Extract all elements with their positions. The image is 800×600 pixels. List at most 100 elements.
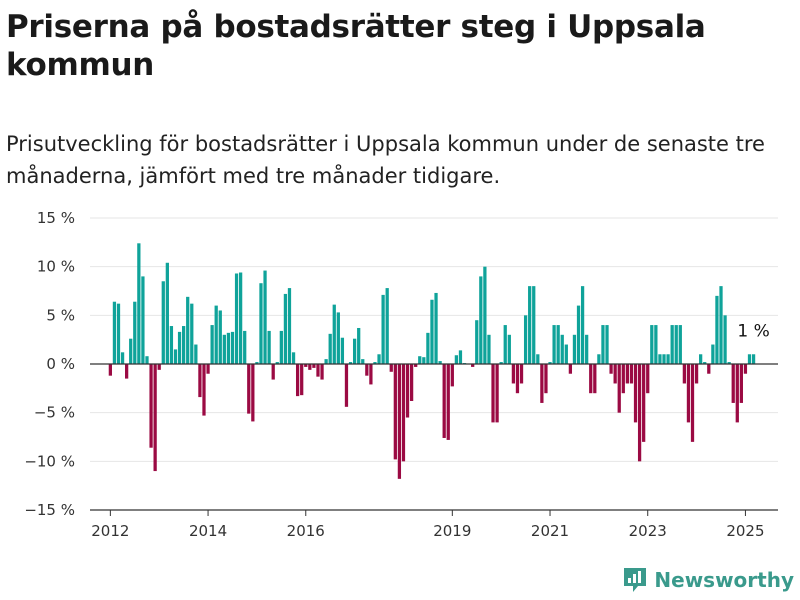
x-tick-label: 2012 (91, 522, 129, 540)
bar (348, 362, 353, 364)
bar (271, 364, 275, 380)
bar (214, 305, 218, 364)
bar (454, 355, 459, 364)
bar (523, 315, 528, 364)
bar (621, 364, 625, 394)
bar (544, 364, 548, 394)
bar (605, 325, 609, 364)
bar (112, 301, 117, 364)
bar (381, 294, 385, 364)
y-tick-label: 5 % (46, 306, 75, 324)
bars (108, 243, 756, 479)
bar (658, 354, 662, 364)
bar (287, 288, 292, 364)
bar (715, 295, 719, 364)
bar (519, 364, 524, 384)
bar (173, 349, 178, 364)
bar (149, 364, 153, 448)
bar (528, 286, 532, 364)
bar (409, 364, 414, 401)
bar (735, 364, 739, 423)
bar (593, 364, 597, 394)
bar (312, 364, 316, 368)
bar (332, 304, 336, 364)
bar (711, 344, 715, 364)
bar (487, 334, 491, 364)
bar (633, 364, 638, 423)
bar (418, 356, 422, 364)
bar (507, 334, 511, 364)
bar (670, 325, 674, 364)
bar (177, 331, 182, 364)
bar (511, 364, 516, 384)
bar (230, 331, 235, 364)
bar (613, 364, 617, 384)
bar (731, 364, 735, 403)
bar (580, 286, 585, 364)
bar (361, 359, 365, 364)
bar (283, 293, 288, 364)
bar (560, 334, 564, 364)
y-tick-label: −15 % (24, 501, 75, 519)
bar (267, 330, 271, 364)
bar (694, 364, 699, 384)
bar (186, 296, 190, 364)
bar (442, 364, 446, 438)
latest-value-annotation: 1 % (737, 321, 769, 341)
bar (133, 301, 137, 364)
bar (438, 361, 442, 364)
bar (239, 272, 243, 364)
bar (161, 281, 165, 364)
bar (483, 266, 487, 364)
bar (153, 364, 157, 472)
x-tick-label: 2021 (531, 522, 569, 540)
bar (540, 364, 544, 403)
newsworthy-logo-icon (624, 568, 647, 592)
bar (405, 364, 410, 418)
bar (536, 354, 540, 364)
bar (458, 350, 463, 364)
y-tick-label: −10 % (24, 452, 75, 470)
bar (686, 364, 691, 423)
bar (218, 310, 222, 364)
bar (320, 364, 324, 380)
bar (585, 334, 589, 364)
bar (255, 362, 259, 364)
bar-chart: −15 %−10 %−5 %0 %5 %10 %15 % 2012 2014 201… (24, 209, 778, 540)
bar (597, 354, 601, 364)
bar (373, 362, 377, 364)
bar (637, 364, 642, 462)
bar (532, 286, 536, 364)
bar (352, 338, 357, 364)
bar (707, 364, 711, 374)
bar (625, 364, 629, 384)
bar (210, 325, 214, 364)
bar (422, 357, 426, 364)
bar (336, 312, 340, 364)
bar (666, 354, 670, 364)
bar (157, 364, 161, 370)
newsworthy-logo-text: Newsworthy (654, 568, 794, 592)
bar (357, 327, 361, 364)
bar (572, 334, 577, 364)
bar (369, 364, 373, 385)
bar (324, 359, 328, 364)
x-tick-label: 2023 (629, 522, 667, 540)
bar (564, 344, 568, 364)
bar (365, 364, 369, 376)
bar (662, 354, 666, 364)
bar (129, 338, 133, 364)
y-tick-label: −5 % (34, 404, 75, 422)
bar (654, 325, 658, 364)
bar (719, 286, 723, 364)
bar (430, 299, 434, 364)
newsworthy-logo: Newsworthy (622, 564, 794, 596)
bar (279, 330, 283, 364)
bar (739, 364, 743, 403)
bar (674, 325, 678, 364)
bar (206, 364, 210, 374)
bar (263, 270, 267, 364)
bar (120, 352, 125, 364)
y-tick-label: 0 % (46, 355, 75, 373)
bar (609, 364, 613, 374)
